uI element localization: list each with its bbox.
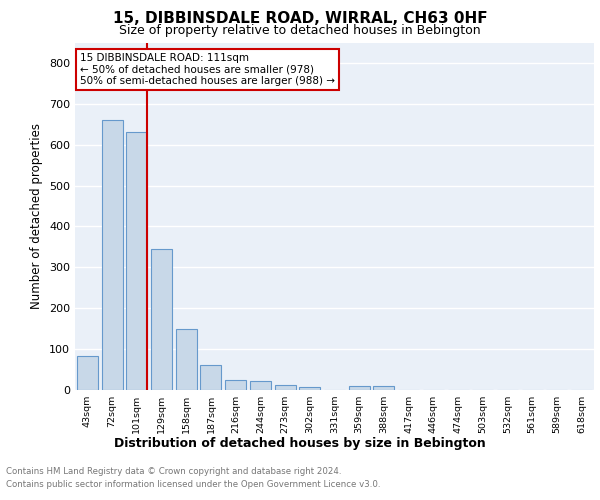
Text: 15, DIBBINSDALE ROAD, WIRRAL, CH63 0HF: 15, DIBBINSDALE ROAD, WIRRAL, CH63 0HF <box>113 11 487 26</box>
Y-axis label: Number of detached properties: Number of detached properties <box>31 123 43 309</box>
Bar <box>250 381 271 390</box>
Text: Distribution of detached houses by size in Bebington: Distribution of detached houses by size … <box>114 438 486 450</box>
Text: 15 DIBBINSDALE ROAD: 111sqm
← 50% of detached houses are smaller (978)
50% of se: 15 DIBBINSDALE ROAD: 111sqm ← 50% of det… <box>80 53 335 86</box>
Text: Contains public sector information licensed under the Open Government Licence v3: Contains public sector information licen… <box>6 480 380 489</box>
Bar <box>151 249 172 390</box>
Bar <box>299 386 320 390</box>
Bar <box>373 386 394 390</box>
Bar <box>101 120 122 390</box>
Bar <box>126 132 147 390</box>
Text: Size of property relative to detached houses in Bebington: Size of property relative to detached ho… <box>119 24 481 37</box>
Bar <box>349 386 370 390</box>
Text: Contains HM Land Registry data © Crown copyright and database right 2024.: Contains HM Land Registry data © Crown c… <box>6 468 341 476</box>
Bar <box>77 356 98 390</box>
Bar <box>200 366 221 390</box>
Bar <box>275 385 296 390</box>
Bar <box>225 380 246 390</box>
Bar <box>176 330 197 390</box>
